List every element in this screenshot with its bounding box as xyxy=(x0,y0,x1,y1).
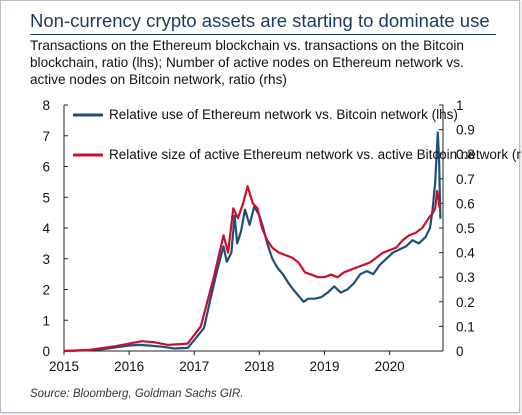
series-lines xyxy=(63,131,442,353)
y-right-tick-label: 0.9 xyxy=(456,123,475,138)
y-right-tick-label: 0.3 xyxy=(456,270,475,285)
chart-subtitle: Transactions on the Ethereum blockchain … xyxy=(30,38,464,87)
series-line-ethereum-use xyxy=(63,131,442,353)
x-tick-label: 2019 xyxy=(309,359,339,374)
y-right-tick-label: 0.7 xyxy=(456,172,475,187)
y-right-tick-label: 0.8 xyxy=(456,147,475,162)
y-left-tick-label: 7 xyxy=(42,129,50,144)
axes: 0 1 2 3 4 5 6 7 8 0 0.1 0.2 0.3 0.4 0.5 0.6 0.7 0.8 0.9 1 20… xyxy=(42,98,475,374)
legend-label-ethereum-nodes: Relative size of active Ethereum network… xyxy=(109,147,521,162)
x-tick-label: 2015 xyxy=(49,359,79,374)
y-right-tick-label: 0.6 xyxy=(456,196,475,211)
y-left-tick-label: 3 xyxy=(42,252,50,267)
y-left-tick-label: 5 xyxy=(42,190,50,205)
y-left-tick-label: 2 xyxy=(42,283,50,298)
y-right-tick-label: 0.5 xyxy=(456,221,475,236)
legend-label-ethereum-use: Relative use of Ethereum network vs. Bit… xyxy=(109,107,458,122)
y-right-tick-label: 0 xyxy=(456,344,464,359)
x-tick-label: 2016 xyxy=(114,359,144,374)
title-divider xyxy=(30,34,496,35)
y-right-tick-label: 0.1 xyxy=(456,319,475,334)
legend: Relative use of Ethereum network vs. Bit… xyxy=(73,107,521,162)
y-left-tick-label: 6 xyxy=(42,160,50,175)
y-right-tick-label: 1 xyxy=(456,98,464,113)
chart-title: Non-currency crypto assets are starting … xyxy=(30,10,490,31)
x-tick-label: 2020 xyxy=(375,359,405,374)
y-left-tick-label: 0 xyxy=(42,344,50,359)
y-right-tick-label: 0.2 xyxy=(456,295,475,310)
x-tick-label: 2018 xyxy=(244,359,274,374)
y-left-tick-label: 8 xyxy=(42,98,50,113)
series-line-ethereum-nodes xyxy=(63,185,441,353)
y-left-tick-label: 1 xyxy=(42,313,50,328)
y-left-tick-label: 4 xyxy=(42,221,50,236)
y-right-tick-label: 0.4 xyxy=(456,246,475,261)
x-tick-label: 2017 xyxy=(179,359,209,374)
source-note: Source: Bloomberg, Goldman Sachs GIR. xyxy=(30,388,244,400)
